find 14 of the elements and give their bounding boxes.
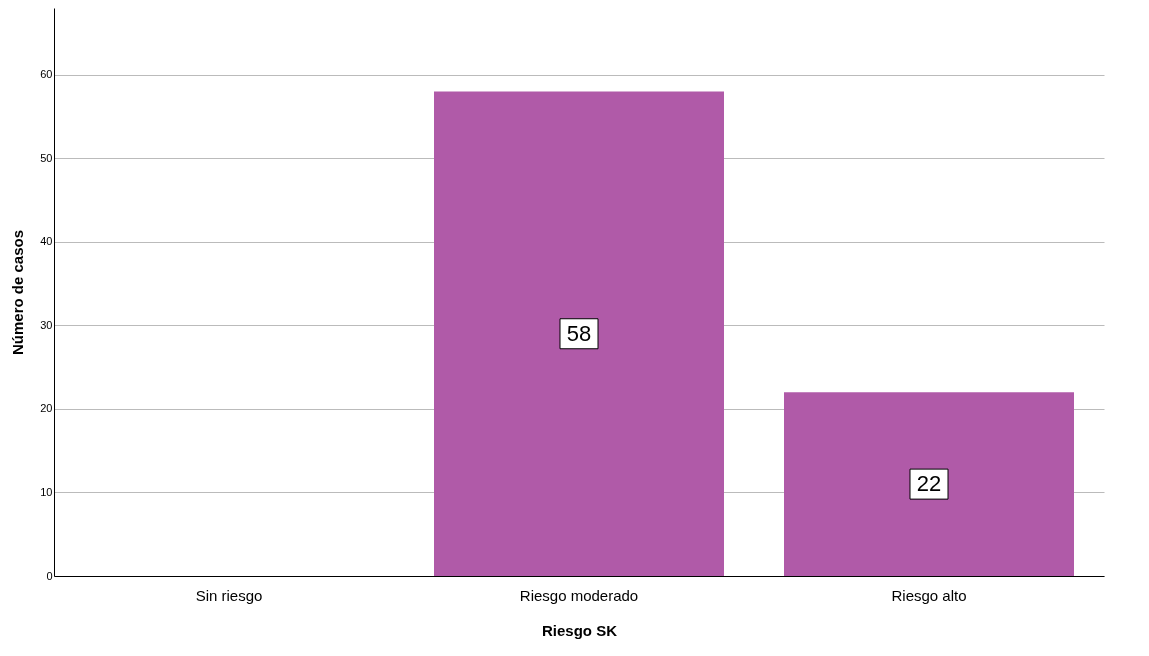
x-tick-label: Sin riesgo [195, 586, 263, 604]
x-tick-label: Riesgo moderado [519, 586, 639, 604]
y-tick-label: 0 [46, 569, 53, 582]
y-tick-label: 50 [40, 151, 53, 164]
y-tick-label: 60 [40, 68, 53, 81]
y-tick-label: 20 [40, 402, 53, 415]
y-axis-title: Número de casos [9, 229, 27, 356]
data-label: 58 [566, 320, 592, 346]
y-tick-label: 10 [40, 485, 53, 498]
x-tick-label: Riesgo alto [891, 586, 967, 604]
x-axis-title: Riesgo SK [541, 621, 618, 639]
data-label: 22 [916, 471, 942, 497]
y-tick-label: 30 [40, 318, 53, 331]
y-tick-label: 40 [40, 235, 53, 248]
